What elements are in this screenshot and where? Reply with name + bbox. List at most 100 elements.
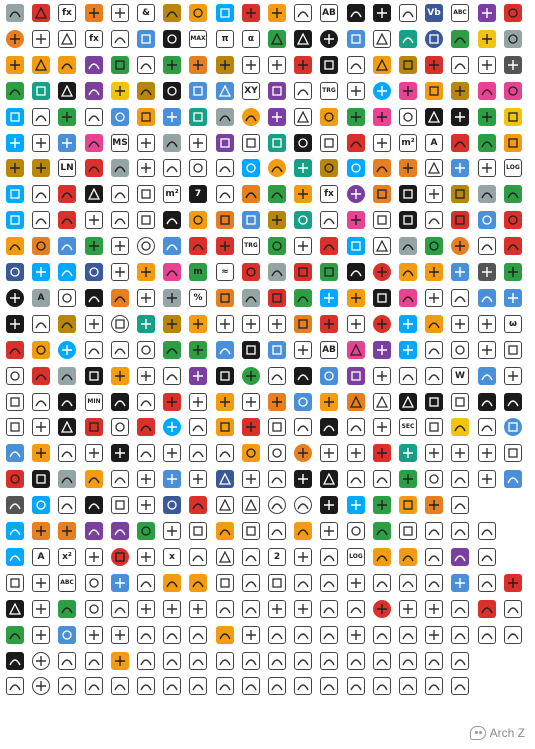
triangle-icon [58,289,76,307]
sphere-icon [425,30,443,48]
bowl-icon [6,159,24,177]
bird-icon [294,237,312,255]
curve-icon [478,82,496,100]
scissors-icon [6,470,24,488]
x-squared-icon: x² [58,548,76,566]
dots-icon [242,56,260,74]
log-icon: LOG [347,548,365,566]
pyramid-icon [32,56,50,74]
arrow-icon [189,444,207,462]
frame-icon [163,574,181,592]
arrows-icon [189,108,207,126]
cube-icon [85,4,103,22]
frame-icon [425,652,443,670]
area-icon: m² [163,185,181,203]
line-icon [294,341,312,359]
line-icon [268,315,286,333]
cross-icon [32,367,50,385]
curve-icon [504,237,522,255]
frame-icon [6,444,24,462]
bench-icon [268,522,286,540]
line-chart-icon [399,4,417,22]
compass-icon [373,30,391,48]
lamp-icon [137,289,155,307]
spiral-icon [111,496,129,514]
tag-icon [242,444,260,462]
percent-icon: % [189,289,207,307]
hexagon-icon [216,470,234,488]
sec-icon: SEC [399,418,417,436]
puzzle-icon [6,185,24,203]
axis-icon [111,263,129,281]
grid-icon [268,600,286,618]
lambda-icon [137,185,155,203]
dots-icon [320,289,338,307]
chart-icon [373,522,391,540]
letter-icon: A [32,548,50,566]
chart-icon [6,522,24,540]
eraser-icon [6,108,24,126]
frame-icon [373,574,391,592]
frame-icon [32,211,50,229]
spiral-icon [425,393,443,411]
w-icon: W [451,367,469,385]
bookmark-icon [6,367,24,385]
frame-icon [399,263,417,281]
ruler-icon [189,237,207,255]
cube-icon [163,289,181,307]
eraser-icon [6,574,24,592]
frame-icon [294,574,312,592]
pen-icon [163,82,181,100]
grid-icon [425,289,443,307]
sign-icon [111,237,129,255]
abc-icon: ABC [58,574,76,592]
leaf-icon [32,444,50,462]
zigzag-icon [268,418,286,436]
arrow-icon [58,211,76,229]
gear-icon [137,470,155,488]
ball-icon [373,315,391,333]
panel-icon [163,134,181,152]
chart-icon [504,185,522,203]
link-icon [137,134,155,152]
trig-icon: TRG [242,237,260,255]
frame-icon [347,600,365,618]
arrows-icon [268,82,286,100]
grid-icon [478,56,496,74]
bench-icon [137,82,155,100]
grid-icon [163,393,181,411]
pen-icon [451,341,469,359]
cross-icon [268,185,286,203]
frame-icon [320,600,338,618]
frame-icon [216,600,234,618]
frame-icon [268,626,286,644]
frame-icon [6,652,24,670]
puzzle-icon [451,393,469,411]
cross-icon [268,470,286,488]
bowl-icon [242,470,260,488]
min-icon: MIN [85,393,103,411]
dots-icon [163,56,181,74]
balance-icon [347,393,365,411]
frame-icon [504,626,522,644]
function-icon: fx [58,4,76,22]
shield-icon [242,211,260,229]
frame-icon [478,185,496,203]
network-icon [425,159,443,177]
arrow-icon [347,470,365,488]
frame-icon [137,652,155,670]
grid-icon [425,626,443,644]
arrow-up-icon [163,496,181,514]
frame-icon [58,652,76,670]
dots-icon [32,418,50,436]
level-icon [216,108,234,126]
dots-icon [347,626,365,644]
frame-icon [451,548,469,566]
bird-icon [163,470,181,488]
compass-icon [373,237,391,255]
frame-icon [58,367,76,385]
frame-icon [163,626,181,644]
hexagon-icon [399,393,417,411]
frame-icon [425,315,443,333]
letter-icon: A [425,134,443,152]
